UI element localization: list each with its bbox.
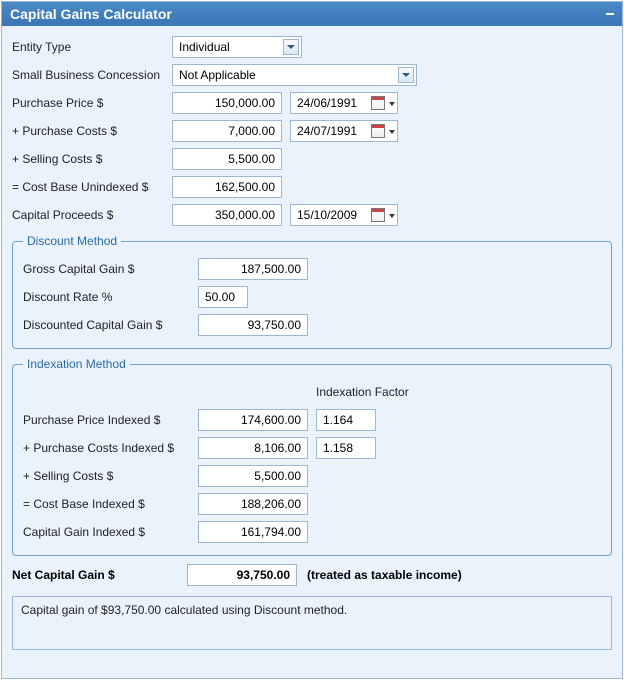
indexation-factor-header: Indexation Factor [316,385,436,399]
discount-method-group: Discount Method Gross Capital Gain $ Dis… [12,234,612,349]
capital-proceeds-input[interactable] [172,204,282,226]
pc-factor-input[interactable] [316,437,376,459]
discount-rate-input[interactable] [198,286,248,308]
calendar-icon [371,96,385,110]
net-gain-input[interactable] [187,564,297,586]
date-text: 24/07/1991 [297,124,357,138]
purchase-price-label: Purchase Price $ [12,96,172,110]
sc-indexed-label: + Selling Costs $ [23,469,198,483]
titlebar: Capital Gains Calculator [2,2,622,26]
indexation-method-group: Indexation Method Indexation Factor Purc… [12,357,612,556]
entity-type-select[interactable]: Individual [172,36,302,58]
calendar-icon [371,208,385,222]
sbc-label: Small Business Concession [12,68,172,82]
calendar-icon [371,124,385,138]
pp-indexed-input[interactable] [198,409,308,431]
cost-base-input[interactable] [172,176,282,198]
minimize-icon[interactable] [606,13,614,15]
net-gain-note: (treated as taxable income) [307,568,462,582]
content-area: Entity Type Individual Small Business Co… [2,26,622,658]
sbc-value: Not Applicable [179,68,256,82]
summary-box: Capital gain of $93,750.00 calculated us… [12,596,612,650]
capital-proceeds-label: Capital Proceeds $ [12,208,172,222]
cg-indexed-input[interactable] [198,521,308,543]
gross-gain-input[interactable] [198,258,308,280]
window-title: Capital Gains Calculator [10,6,172,22]
cb-indexed-input[interactable] [198,493,308,515]
summary-text: Capital gain of $93,750.00 calculated us… [21,603,347,617]
purchase-costs-label: + Purchase Costs $ [12,124,172,138]
indexation-legend: Indexation Method [23,357,130,371]
purchase-price-date[interactable]: 24/06/1991 [290,92,398,114]
purchase-costs-date[interactable]: 24/07/1991 [290,120,398,142]
capital-proceeds-date[interactable]: 15/10/2009 [290,204,398,226]
chevron-down-icon [387,124,395,138]
gross-gain-label: Gross Capital Gain $ [23,262,198,276]
date-text: 24/06/1991 [297,96,357,110]
selling-costs-input[interactable] [172,148,282,170]
chevron-down-icon [398,67,414,83]
cg-indexed-label: Capital Gain Indexed $ [23,525,198,539]
date-text: 15/10/2009 [297,208,357,222]
calculator-window: Capital Gains Calculator Entity Type Ind… [1,1,623,679]
cost-base-label: = Cost Base Unindexed $ [12,180,172,194]
purchase-price-input[interactable] [172,92,282,114]
selling-costs-label: + Selling Costs $ [12,152,172,166]
discount-rate-label: Discount Rate % [23,290,198,304]
pp-indexed-label: Purchase Price Indexed $ [23,413,198,427]
discounted-gain-input[interactable] [198,314,308,336]
sc-indexed-input[interactable] [198,465,308,487]
chevron-down-icon [387,208,395,222]
pc-indexed-input[interactable] [198,437,308,459]
discount-legend: Discount Method [23,234,121,248]
discounted-gain-label: Discounted Capital Gain $ [23,318,198,332]
entity-type-label: Entity Type [12,40,172,54]
pc-indexed-label: + Purchase Costs Indexed $ [23,441,198,455]
net-gain-label: Net Capital Gain $ [12,568,187,582]
cb-indexed-label: = Cost Base Indexed $ [23,497,198,511]
net-capital-gain-row: Net Capital Gain $ (treated as taxable i… [12,564,612,586]
entity-type-value: Individual [179,40,230,54]
chevron-down-icon [283,39,299,55]
chevron-down-icon [387,96,395,110]
purchase-costs-input[interactable] [172,120,282,142]
pp-factor-input[interactable] [316,409,376,431]
sbc-select[interactable]: Not Applicable [172,64,417,86]
